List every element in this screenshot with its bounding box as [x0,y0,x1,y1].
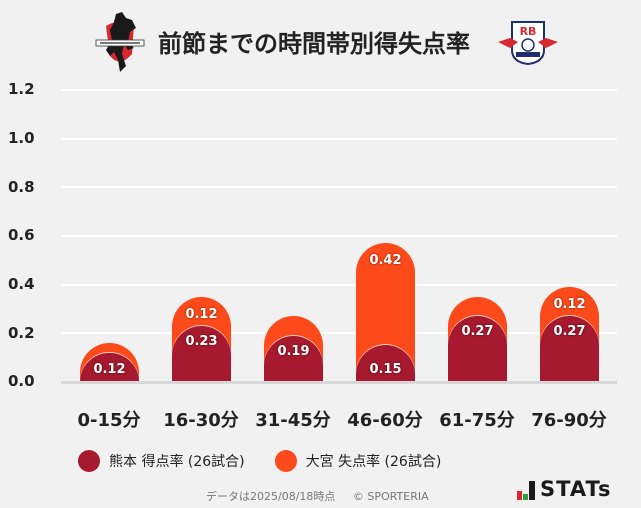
svg-text:RB: RB [520,25,537,38]
legend-swatch-icon [78,450,100,472]
y-tick-label: 1.0 [8,129,35,147]
bar-segment-kumamoto[interactable] [356,345,415,382]
bar-value-label: 0.12 [93,362,126,377]
bar-group: 0.12 [80,0,139,382]
bar-value-label: 0.42 [369,253,402,269]
stats-bar-icon [529,481,535,500]
bar-segment-kumamoto[interactable] [540,316,599,382]
y-tick-label: 0.2 [8,324,35,342]
legend-label: 大宮 失点率 (26試合) [305,454,442,470]
chart-legend: 熊本 得点率 (26試合) 大宮 失点率 (26試合) [78,448,471,474]
gridline [61,235,617,237]
y-tick-label: 0.8 [8,178,35,196]
bar-value-label: 0.27 [461,324,494,340]
gridline [61,332,617,334]
y-tick-label: 0.4 [8,275,35,293]
chart-title: 前節までの時間帯別得失点率 [158,30,470,58]
bar-value-label: 0.27 [553,324,586,340]
legend-item-kumamoto-scoring-rate[interactable]: 熊本 得点率 (26試合) [78,450,245,472]
footer-note: データは2025/08/18時点 © SPORTERIA [206,488,443,504]
x-tick-label: 31-45分 [255,410,331,431]
roasso-kumamoto-crest-icon [92,10,148,74]
bar-value-label: 0.23 [185,333,218,349]
bar-group: 0.19 [264,0,323,382]
stats-brand-text: STATs [540,477,612,501]
bar-value-label: 0.15 [369,362,402,377]
bar-segment-kumamoto[interactable] [264,335,323,382]
legend-label: 熊本 得点率 (26試合) [109,454,245,470]
bar-group: 0.23 0.12 [172,0,231,382]
chart-header: 前節までの時間帯別得失点率 RB [0,0,641,80]
rb-omiya-ardija-crest-icon: RB [496,18,560,66]
copyright-text: © SPORTERIA [352,490,429,503]
x-tick-label: 0-15分 [77,410,141,431]
bar-value-label: 0.19 [277,343,310,359]
x-tick-label: 61-75分 [439,410,515,431]
bar-group: 0.27 [448,0,507,382]
stats-brand-logo: STATs [517,478,611,500]
data-date-note: データは2025/08/18時点 [206,490,336,503]
x-axis-baseline [61,381,617,384]
gridline [61,186,617,188]
gridline [61,138,617,140]
x-tick-label: 16-30分 [163,410,239,431]
legend-swatch-icon [274,450,297,472]
y-tick-label: 1.2 [8,80,35,98]
bar-value-label: 0.12 [185,306,218,322]
gridline [61,284,617,286]
stats-bar-icon [517,491,522,500]
y-tick-label: 0.0 [8,372,35,390]
bar-value-label: 0.12 [553,297,586,313]
bar-group: 0.27 0.12 [540,0,599,382]
x-tick-label: 76-90分 [531,410,607,431]
bar-segment-kumamoto[interactable] [448,316,507,382]
legend-item-omiya-conceding-rate[interactable]: 大宮 失点率 (26試合) [274,450,442,472]
gridline [61,89,617,91]
chart-plot-area: 1.2 1.0 0.8 0.6 0.4 0.2 0.0 0.12 0.23 0.12… [8,0,617,431]
bar-group: 0.15 0.42 [356,0,415,382]
stats-bar-icon [523,494,528,500]
x-tick-label: 46-60分 [347,410,423,431]
y-tick-label: 0.6 [8,226,35,244]
bar-segment-kumamoto[interactable] [172,325,231,382]
